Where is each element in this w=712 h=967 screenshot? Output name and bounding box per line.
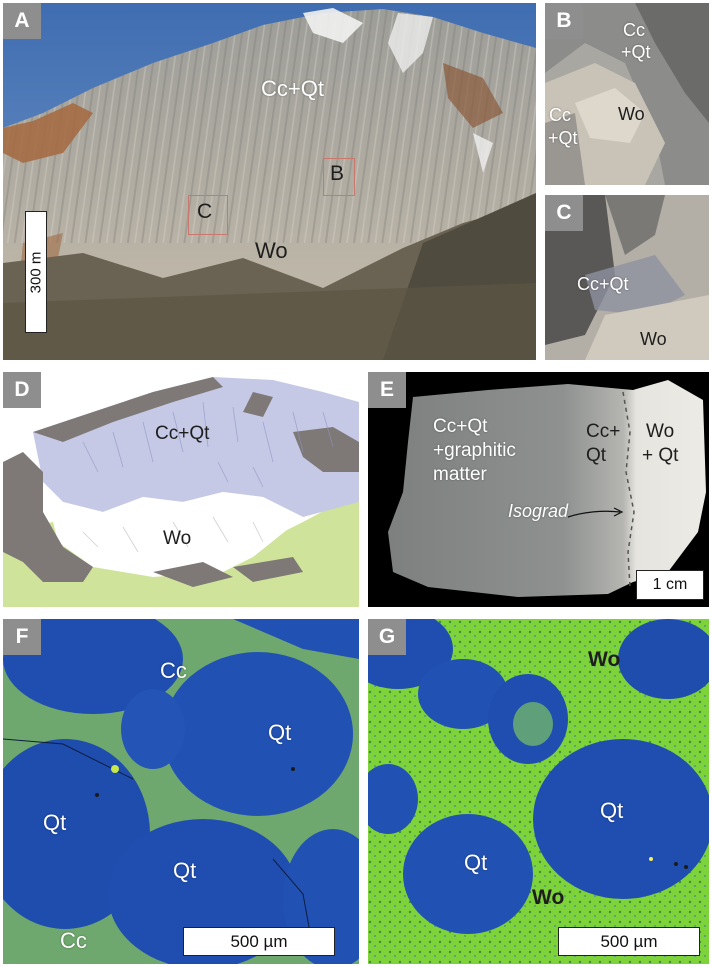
panel-d-letter: D [3,372,41,408]
panel-c-detail-photo: C Cc+Qt Wo [545,195,709,360]
panel-g-scale-label: 500 µm [600,931,658,951]
panel-e-isograd-label: Isograd [508,501,569,521]
panel-a-wo-label: Wo [255,238,288,263]
panel-b-cc-label-top: Cc [623,20,645,40]
panel-g-wo-label-bottom: Wo [532,886,565,909]
panel-a-mountain-photo: A Cc+Qt Wo B C 300 m [3,3,536,360]
panel-a-box-c-label: C [197,200,213,223]
panel-b-cc-label-left: Cc [549,105,571,125]
panel-c-cc-qt-label: Cc+Qt [577,274,629,294]
panel-g-micrograph: G Wo Qt Qt Wo 500 µm [368,619,709,964]
panel-g-scale-bar: 500 µm [558,927,700,956]
panel-a-cc-qt-label: Cc+Qt [261,76,324,101]
panel-c-wo-label: Wo [640,329,667,349]
panel-f-qt-label-bottom: Qt [173,858,197,883]
panel-d-cc-qt-label: Cc+Qt [155,423,210,444]
panel-g-letter: G [368,619,406,655]
panel-g-bse-image [368,619,709,964]
panel-e-letter: E [368,372,406,408]
panel-b-letter: B [545,3,583,39]
panel-b-detail-photo: B Cc +Qt Wo Cc +Qt [545,3,709,185]
panel-a-box-c [188,195,228,235]
panel-a-photo [3,3,536,360]
panel-b-qt-label-left: +Qt [548,128,578,148]
panel-f-scale-label: 500 µm [230,931,288,951]
panel-d-geologic-sketch [3,377,359,607]
panel-e-cc-qt-label: Cc+Qt [433,416,488,437]
panel-g-qt-label-left: Qt [464,850,488,875]
panel-b-qt-label-top: +Qt [621,42,651,62]
panel-a-scale-label: 300 m [27,251,45,293]
panel-f-scale-bar: 500 µm [183,927,335,956]
panel-a-scale-bar: 300 m [25,211,47,333]
panel-g-qt-label-right: Qt [600,798,624,823]
panel-e-wo-qt-label: + Qt [642,445,679,466]
panel-d-sketch: D Cc+Qt Wo [3,372,359,607]
panel-f-letter: F [3,619,41,655]
panel-d-wo-label: Wo [163,528,192,549]
panel-a-letter: A [3,3,41,39]
panel-e-scale-bar: 1 cm [636,570,704,600]
panel-f-cc-label-bottom: Cc [60,928,87,953]
panel-a-box-b [323,158,355,196]
panel-a-box-b-label: B [330,162,345,185]
panel-c-letter: C [545,195,583,231]
panel-e-matter-label: matter [433,464,487,485]
panel-c-photo [545,195,709,360]
panel-f-micrograph: F Cc Qt Qt Qt Cc 500 µm [3,619,359,964]
panel-f-bse-image [3,619,359,964]
panel-f-cc-label-top: Cc [160,658,187,683]
panel-e-cc-label: Cc+ [586,421,621,442]
panel-e-scale-label: 1 cm [652,576,688,593]
panel-e-rock-sample [388,380,706,597]
panel-g-wo-label-top: Wo [588,648,621,671]
panel-f-qt-label-right: Qt [268,720,292,745]
panel-e-wo-label: Wo [646,421,675,442]
panel-e-hand-sample: E Cc+Qt +graphitic matter Cc+ Qt Wo + Qt… [368,372,709,607]
panel-e-graphitic-label: +graphitic [433,440,516,461]
panel-f-qt-label-left: Qt [43,810,67,835]
panel-e-qt-label: Qt [586,445,607,466]
panel-b-photo [545,3,709,185]
panel-b-wo-label: Wo [618,104,645,124]
